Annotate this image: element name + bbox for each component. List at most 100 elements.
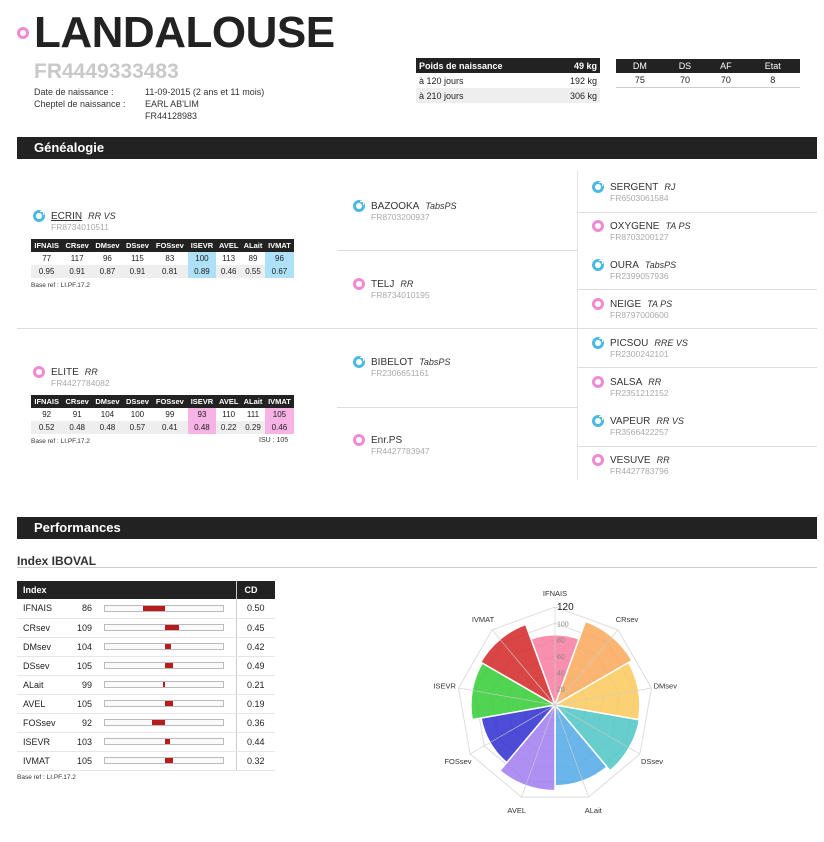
index-row: ISEVR 103 0.44: [17, 732, 275, 752]
female-symbol-icon: [592, 298, 604, 310]
great-grandparent-card-id: FR2351212152: [610, 388, 669, 398]
great-grandparent-card-name[interactable]: SALSA: [610, 376, 643, 388]
great-grandparent-card-name[interactable]: OXYGENE: [610, 220, 660, 232]
grandparent-card-qualification: RR: [400, 279, 414, 289]
sire-id: FR8734010511: [51, 222, 109, 232]
female-symbol-icon: [353, 434, 365, 446]
index-name: FOSsev: [17, 713, 72, 733]
index-cd-cell: 0.52: [31, 421, 63, 434]
index-bar: [165, 701, 173, 706]
index-value: 109: [72, 618, 96, 638]
weight-label: à 210 jours: [416, 88, 551, 103]
great-grandparent-card-name[interactable]: PICSOU: [610, 337, 649, 349]
index-cd: 0.42: [235, 637, 275, 657]
dam-name[interactable]: ELITE: [51, 366, 79, 378]
great-grandparent-card[interactable]: NEIGE TA PS FR8797000600: [592, 298, 672, 320]
sire-card[interactable]: ECRIN RR VS FR8734010511: [33, 210, 116, 232]
index-cd-cell: 0.29: [241, 421, 265, 434]
sire-index-table: IFNAIS CRsev DMsev DSsev FOSsev ISEVR AVEL ALai…: [31, 239, 294, 278]
index-name: AVEL: [17, 694, 72, 714]
great-grandparent-card-name[interactable]: OURA: [610, 259, 639, 271]
index-cd-cell: 0.91: [122, 265, 153, 278]
divider: [337, 250, 577, 251]
polar-spoke: [458, 687, 556, 706]
grandparent-card-name[interactable]: Enr.PS: [371, 434, 403, 446]
animal-name: LANDALOUSE: [34, 8, 335, 57]
index-bar-track: [104, 604, 224, 612]
great-grandparent-card-name[interactable]: VESUVE: [610, 454, 651, 466]
index-cd-cell: 0.41: [152, 421, 188, 434]
great-grandparent-card-name[interactable]: VAPEUR: [610, 415, 651, 427]
divider: [17, 328, 817, 329]
great-grandparent-card-qualification: RR VS: [656, 416, 684, 426]
index-header-cell: DSsev: [122, 395, 153, 408]
polar-tick-label: 40: [557, 670, 565, 677]
great-grandparent-card[interactable]: OURA TabsPS FR2399057936: [592, 259, 676, 281]
index-name: DSsev: [17, 656, 72, 676]
index-row: IFNAIS 86 0.50: [17, 599, 275, 619]
divider: [17, 567, 817, 568]
index-cd-cell: 0.46: [216, 265, 242, 278]
divider: [577, 170, 578, 480]
grandparent-card-name[interactable]: TELJ: [371, 278, 395, 290]
great-grandparent-card[interactable]: VESUVE RR FR4427783796: [592, 454, 670, 476]
index-value: 99: [72, 675, 96, 695]
index-bar: [165, 625, 180, 630]
divider: [577, 289, 817, 290]
dam-base-ref: Base ref : LI.PF.17.2: [31, 438, 90, 445]
polar-spoke: [491, 629, 556, 706]
index-bar: [152, 720, 165, 725]
great-grandparent-card[interactable]: VAPEUR RR VS FR3566422257: [592, 415, 684, 437]
perf-base-ref: Base ref : LI.PF.17.2: [17, 774, 76, 781]
grandparent-card[interactable]: BIBELOT TabsPS FR2306651161: [353, 356, 450, 378]
index-name: IVMAT: [17, 751, 72, 771]
male-symbol-icon: [33, 210, 45, 222]
great-grandparent-card[interactable]: SALSA RR FR2351212152: [592, 376, 669, 398]
index-value-cell: 99: [165, 410, 175, 419]
weight-value: 49 kg: [550, 58, 600, 73]
note-value: 70: [663, 73, 707, 88]
grandparent-card-qualification: TabsPS: [419, 357, 451, 367]
great-grandparent-card-name[interactable]: NEIGE: [610, 298, 642, 310]
index-bar: [165, 739, 170, 744]
grid-ring: [457, 606, 653, 798]
index-name: IFNAIS: [17, 599, 72, 619]
note-header: AF: [706, 59, 746, 73]
index-value-cell: 110: [222, 410, 236, 419]
polar-category-label: ALait: [585, 806, 603, 815]
grandparent-card[interactable]: TELJ RR FR8734010195: [353, 278, 430, 300]
index-row: FOSsev 92 0.36: [17, 713, 275, 733]
grandparent-card-id: FR2306651161: [371, 368, 429, 378]
index-row: ALait 99 0.21: [17, 675, 275, 695]
index-header-cell: IFNAIS: [31, 395, 63, 408]
note-value: 70: [706, 73, 746, 88]
grandparent-card-name[interactable]: BAZOOKA: [371, 200, 420, 212]
great-grandparent-card[interactable]: PICSOU RRE VS FR2300242101: [592, 337, 688, 359]
female-symbol-icon: [592, 454, 604, 466]
index-value: 104: [72, 637, 96, 657]
grandparent-card-name[interactable]: BIBELOT: [371, 356, 414, 368]
index-value: 103: [72, 732, 96, 752]
index-header-cell: ALait: [241, 239, 265, 252]
birth-date-label: Date de naissance :: [34, 87, 114, 97]
index-cd: 0.21: [235, 675, 275, 695]
great-grandparent-card[interactable]: OXYGENE TA PS FR8703200127: [592, 220, 690, 242]
index-name: ISEVR: [17, 732, 72, 752]
index-header-cell: IVMAT: [264, 395, 294, 408]
polar-spoke: [554, 687, 652, 706]
great-grandparent-card-name[interactable]: SERGENT: [610, 181, 659, 193]
dam-card[interactable]: ELITE RR FR4427784082: [33, 366, 110, 388]
dam-id: FR4427784082: [51, 378, 110, 388]
sire-base-ref: Base ref : LI.PF.17.2: [31, 282, 90, 289]
iboval-polar-chart: 20 40 60 80 100 120 IFNAIS CRsev DMsev DSsev ALait…: [433, 589, 677, 815]
great-grandparent-card[interactable]: SERGENT RJ FR6503061584: [592, 181, 675, 203]
polar-tick-label: 80: [557, 638, 565, 645]
grandparent-card[interactable]: Enr.PS FR4427783947: [353, 434, 430, 456]
registration-number: FR4449333483: [34, 60, 179, 83]
divider: [577, 212, 817, 213]
sire-name[interactable]: ECRIN: [51, 210, 83, 222]
index-header-cell: CRsev: [62, 395, 93, 408]
polar-category-label: IVMAT: [472, 615, 495, 624]
grandparent-card[interactable]: BAZOOKA TabsPS FR8703200937: [353, 200, 457, 222]
polar-category-label: ISEVR: [433, 682, 456, 691]
